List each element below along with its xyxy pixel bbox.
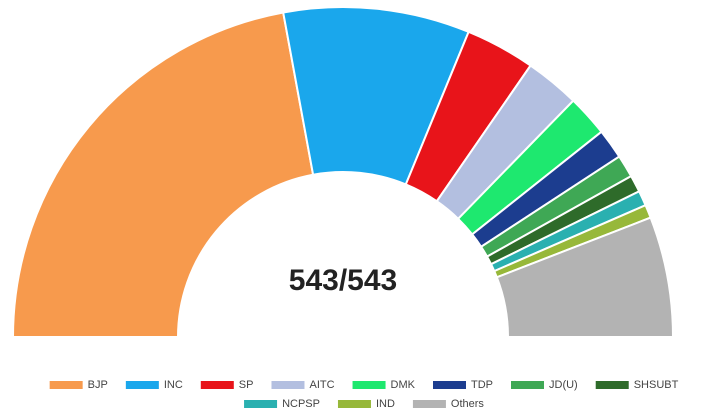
legend-swatch: [200, 381, 234, 389]
legend-row: BJP INC SP AITC DMK TDP JD(U) SHSUBT: [49, 379, 679, 391]
legend-row: NCPSP IND Others: [244, 398, 484, 410]
legend-swatch: [271, 381, 305, 389]
legend-text: SHSUBT: [634, 379, 679, 391]
legend-swatch: [244, 400, 278, 408]
legend-swatch: [433, 381, 466, 389]
legend-swatch: [412, 400, 446, 408]
legend-text: INC: [164, 379, 183, 391]
legend-text: AITC: [309, 379, 334, 391]
legend-text: Others: [451, 398, 485, 410]
legend-text: BJP: [88, 379, 108, 391]
legend-text: IND: [376, 398, 395, 410]
legend-swatch: [595, 381, 629, 389]
segment: [11, 11, 315, 338]
segment: [495, 216, 675, 338]
legend-swatch: [125, 381, 159, 389]
legend-swatch: [511, 381, 544, 389]
legend-swatch: [49, 381, 83, 389]
legend-text: NCPSP: [282, 398, 320, 410]
legend-text: TDP: [471, 379, 493, 391]
legend-text: JD(U): [549, 379, 578, 391]
center-label: 543/543: [289, 264, 397, 297]
legend-swatch: [352, 381, 386, 389]
legend-swatch: [337, 400, 371, 408]
legend-text: DMK: [391, 379, 416, 391]
legend-text: SP: [239, 379, 254, 391]
